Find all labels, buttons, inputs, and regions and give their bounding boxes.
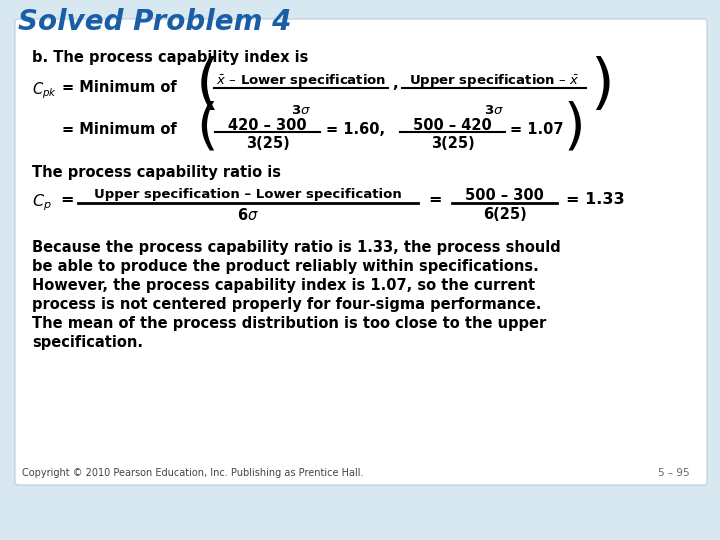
Text: = 1.33: = 1.33 — [566, 192, 625, 207]
Text: 500 – 420: 500 – 420 — [413, 118, 492, 133]
Text: (: ( — [196, 101, 217, 155]
Text: specification.: specification. — [32, 335, 143, 350]
Text: $C_{pk}$: $C_{pk}$ — [32, 80, 57, 100]
FancyBboxPatch shape — [15, 19, 707, 485]
Text: 3$\sigma$: 3$\sigma$ — [484, 104, 504, 117]
Text: Upper specification – $\bar{x}$: Upper specification – $\bar{x}$ — [408, 72, 580, 89]
Text: 3$\sigma$: 3$\sigma$ — [291, 104, 311, 117]
Text: 500 – 300: 500 – 300 — [465, 188, 544, 203]
Text: be able to produce the product reliably within specifications.: be able to produce the product reliably … — [32, 259, 539, 274]
Text: Because the process capability ratio is 1.33, the process should: Because the process capability ratio is … — [32, 240, 561, 255]
Text: 420 – 300: 420 – 300 — [228, 118, 307, 133]
Text: = 1.60,: = 1.60, — [326, 122, 385, 137]
Text: 3(25): 3(25) — [246, 136, 289, 151]
Text: = 1.07: = 1.07 — [510, 122, 564, 137]
Text: 5 – 95: 5 – 95 — [658, 468, 690, 478]
Text: = Minimum of: = Minimum of — [62, 80, 176, 95]
Text: process is not centered properly for four-sigma performance.: process is not centered properly for fou… — [32, 297, 541, 312]
Text: $\bar{x}$ – Lower specification: $\bar{x}$ – Lower specification — [216, 72, 386, 89]
Text: ): ) — [564, 101, 585, 155]
Text: = Minimum of: = Minimum of — [62, 122, 176, 137]
Text: 3(25): 3(25) — [431, 136, 474, 151]
Text: The process capability ratio is: The process capability ratio is — [32, 165, 281, 180]
Text: b. The process capability index is: b. The process capability index is — [32, 50, 308, 65]
Text: 6(25): 6(25) — [482, 207, 526, 222]
Text: Solved Problem 4: Solved Problem 4 — [18, 8, 292, 36]
Text: The mean of the process distribution is too close to the upper: The mean of the process distribution is … — [32, 316, 546, 331]
Text: ,: , — [392, 76, 397, 91]
Text: However, the process capability index is 1.07, so the current: However, the process capability index is… — [32, 278, 535, 293]
Text: Upper specification – Lower specification: Upper specification – Lower specificatio… — [94, 188, 402, 201]
Text: =: = — [428, 192, 441, 207]
Text: $C_p$: $C_p$ — [32, 192, 52, 213]
Text: Copyright © 2010 Pearson Education, Inc. Publishing as Prentice Hall.: Copyright © 2010 Pearson Education, Inc.… — [22, 468, 364, 478]
Text: 6$\sigma$: 6$\sigma$ — [237, 207, 259, 223]
Text: (: ( — [196, 56, 220, 114]
Text: ): ) — [590, 56, 613, 114]
Text: =: = — [60, 192, 73, 207]
